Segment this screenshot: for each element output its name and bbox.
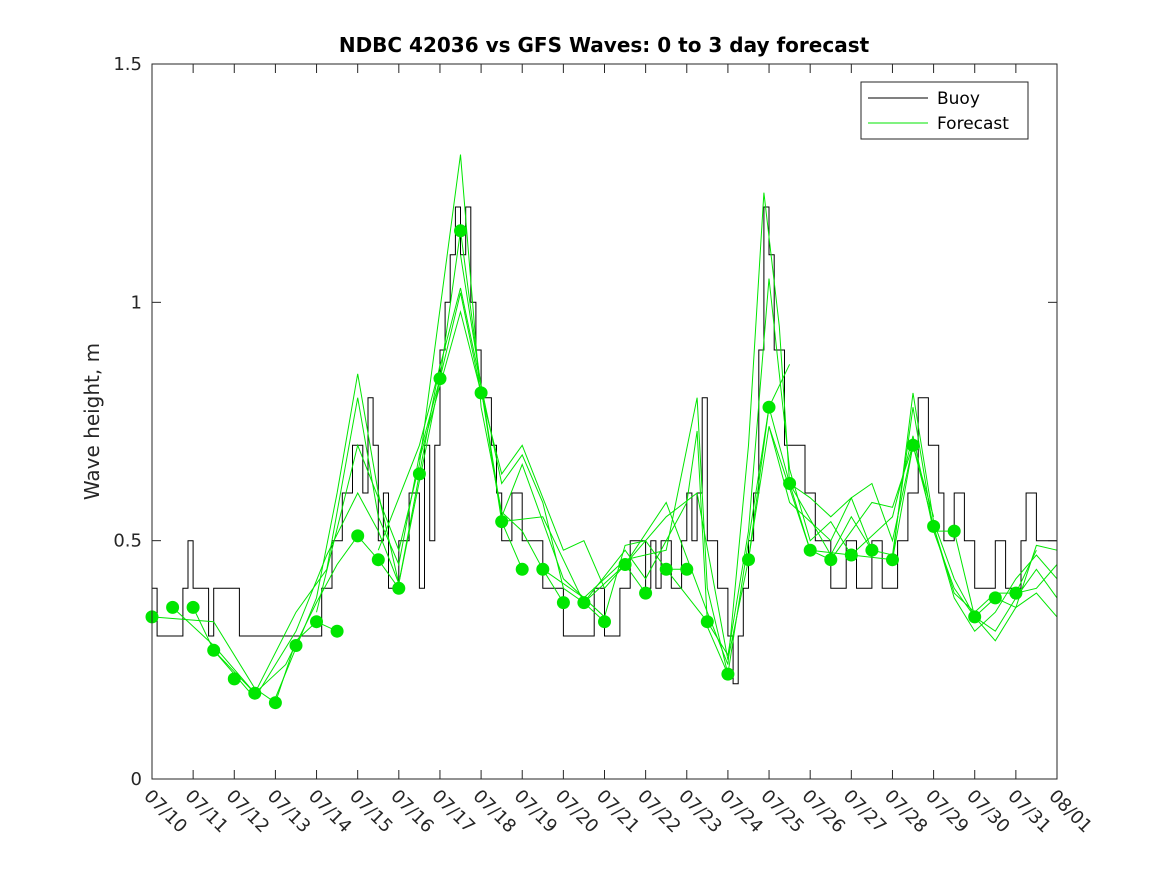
forecast-marker-1 bbox=[166, 600, 180, 614]
forecast-marker-22 bbox=[598, 615, 611, 629]
forecast-marker-36 bbox=[886, 553, 899, 567]
forecast-marker-40 bbox=[968, 610, 982, 624]
forecast-marker-14 bbox=[433, 372, 447, 386]
y-tick-label: 1 bbox=[131, 292, 142, 313]
legend-box bbox=[860, 81, 1029, 140]
forecast-marker-30 bbox=[762, 400, 776, 414]
forecast-marker-35 bbox=[865, 543, 879, 557]
legend-forecast-label: Forecast bbox=[937, 114, 1009, 134]
plot-area: 00.511.5 07/1007/1107/1207/1307/1407/150… bbox=[113, 54, 1096, 837]
forecast-marker-5 bbox=[248, 686, 262, 700]
forecast-marker-2 bbox=[186, 600, 200, 614]
forecast-marker-15 bbox=[454, 224, 467, 238]
forecast-marker-28 bbox=[721, 667, 735, 681]
forecast-marker-26 bbox=[680, 562, 694, 576]
forecast-marker-16 bbox=[474, 386, 488, 400]
forecast-marker-layer bbox=[145, 224, 1023, 710]
forecast-marker-38 bbox=[927, 519, 941, 533]
forecast-marker-10 bbox=[351, 529, 365, 543]
y-tick-label: 0 bbox=[131, 769, 142, 790]
legend: Buoy Forecast bbox=[860, 81, 1029, 140]
forecast-run-line-3 bbox=[213, 292, 482, 695]
forecast-run-line-1 bbox=[172, 535, 400, 694]
plot-background bbox=[152, 64, 1057, 779]
forecast-run-line-13 bbox=[665, 278, 852, 657]
y-axis-label: Wave height, m bbox=[80, 343, 104, 500]
forecast-marker-4 bbox=[227, 672, 241, 686]
forecast-marker-39 bbox=[947, 524, 961, 538]
forecast-marker-17 bbox=[495, 515, 509, 529]
legend-buoy-label: Buoy bbox=[937, 89, 980, 109]
forecast-run-line-17 bbox=[789, 407, 955, 557]
forecast-run-line-22 bbox=[953, 530, 1058, 632]
forecast-marker-33 bbox=[824, 553, 838, 567]
forecast-marker-21 bbox=[577, 596, 591, 610]
forecast-run-line-15 bbox=[748, 426, 914, 560]
forecast-marker-19 bbox=[536, 562, 550, 576]
forecast-marker-11 bbox=[371, 553, 385, 567]
forecast-marker-20 bbox=[556, 596, 570, 610]
forecast-marker-18 bbox=[515, 562, 529, 576]
forecast-run-line-6 bbox=[377, 287, 605, 623]
forecast-run-line-25 bbox=[1015, 564, 1058, 594]
forecast-marker-42 bbox=[1009, 586, 1023, 600]
forecast-marker-12 bbox=[392, 581, 406, 595]
y-tick-label: 1.5 bbox=[113, 54, 142, 75]
forecast-marker-3 bbox=[207, 643, 221, 657]
forecast-marker-32 bbox=[803, 543, 817, 557]
forecast-run-line-9 bbox=[501, 430, 708, 622]
forecast-marker-27 bbox=[700, 615, 714, 629]
forecast-marker-31 bbox=[783, 477, 797, 490]
chart-title: NDBC 42036 vs GFS Waves: 0 to 3 day fore… bbox=[339, 33, 870, 57]
buoy-series-layer bbox=[152, 206, 1057, 685]
forecast-marker-37 bbox=[906, 438, 920, 452]
buoy-line bbox=[152, 206, 1057, 685]
forecast-marker-23 bbox=[618, 558, 632, 571]
forecast-marker-29 bbox=[742, 553, 755, 567]
forecast-marker-41 bbox=[988, 591, 1002, 605]
y-axis-ticks: 0 0.5 1 1.5 bbox=[113, 54, 1057, 790]
forecast-run-line-5 bbox=[316, 154, 564, 613]
forecast-run-line-21 bbox=[933, 526, 1058, 632]
y-tick-label: 0.5 bbox=[113, 531, 142, 552]
forecast-run-line-12 bbox=[624, 192, 811, 665]
forecast-marker-25 bbox=[659, 562, 673, 576]
forecast-run-line-7 bbox=[418, 309, 647, 594]
forecast-marker-8 bbox=[310, 615, 323, 629]
forecast-marker-34 bbox=[844, 548, 858, 562]
forecast-marker-9 bbox=[330, 624, 344, 638]
forecast-run-line-24 bbox=[995, 592, 1058, 618]
forecast-marker-6 bbox=[268, 696, 282, 710]
forecast-marker-24 bbox=[639, 586, 653, 600]
forecast-marker-13 bbox=[412, 467, 426, 481]
forecast-marker-7 bbox=[289, 639, 303, 652]
